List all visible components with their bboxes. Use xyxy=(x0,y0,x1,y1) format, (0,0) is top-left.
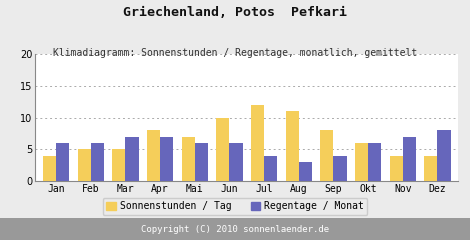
Bar xyxy=(264,156,277,181)
Bar xyxy=(125,137,139,181)
Bar xyxy=(56,143,69,181)
Bar xyxy=(43,156,56,181)
Bar xyxy=(438,130,451,181)
Text: Griechenland, Potos  Pefkari: Griechenland, Potos Pefkari xyxy=(123,6,347,19)
Bar xyxy=(390,156,403,181)
Bar xyxy=(78,149,91,181)
Bar xyxy=(286,111,299,181)
Text: Klimadiagramm: Sonnenstunden / Regentage, monatlich, gemittelt: Klimadiagramm: Sonnenstunden / Regentage… xyxy=(53,48,417,58)
Legend: Sonnenstunden / Tag, Regentage / Monat: Sonnenstunden / Tag, Regentage / Monat xyxy=(102,198,368,215)
Bar xyxy=(181,137,195,181)
Bar xyxy=(403,137,416,181)
Bar xyxy=(91,143,104,181)
Bar xyxy=(216,118,229,181)
Bar xyxy=(299,162,312,181)
Bar xyxy=(160,137,173,181)
Bar xyxy=(333,156,346,181)
Bar xyxy=(355,143,368,181)
Bar xyxy=(368,143,381,181)
Bar xyxy=(195,143,208,181)
Bar xyxy=(112,149,125,181)
Bar xyxy=(229,143,243,181)
Bar xyxy=(424,156,438,181)
Bar xyxy=(147,130,160,181)
Bar xyxy=(251,105,264,181)
Text: Copyright (C) 2010 sonnenlaender.de: Copyright (C) 2010 sonnenlaender.de xyxy=(141,225,329,234)
Bar xyxy=(320,130,333,181)
